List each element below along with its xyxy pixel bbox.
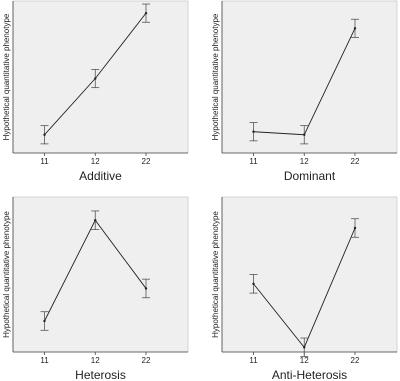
point [252,130,255,133]
point [43,319,46,323]
plot-area [12,196,189,353]
point [303,133,306,136]
y-axis-label: Hypothetical quantitative phenotype [2,211,11,338]
point [252,282,255,285]
plot-area [12,0,189,154]
point [303,346,306,349]
x-tick-label: 12 [91,157,100,166]
x-tick-label: 22 [351,356,360,365]
point [94,219,97,222]
plot-area [221,0,398,154]
plot-area [221,196,398,353]
y-axis-label: Hypothetical quantitative phenotype [211,13,220,140]
x-tick-label: 12 [300,157,309,166]
x-axis-label: Dominant [284,169,336,183]
x-axis-label: Anti-Heterosis [272,368,347,381]
x-axis-label: Heterosis [75,368,126,381]
x-tick-label: 12 [91,356,100,365]
x-axis-label: Additive [79,169,122,183]
point [353,226,357,230]
x-tick-label: 22 [351,157,360,166]
x-tick-label: 12 [300,356,309,365]
point [94,77,97,80]
y-axis-label: Hypothetical quantitative phenotype [2,13,11,140]
point [353,27,357,30]
x-tick-label: 11 [249,157,258,166]
x-tick-label: 11 [249,356,258,365]
y-axis-label: Hypothetical quantitative phenotype [211,211,220,338]
x-tick-label: 11 [40,356,49,365]
point [43,133,46,136]
point [144,11,148,15]
point [144,287,148,290]
x-tick-label: 22 [142,157,151,166]
x-tick-label: 22 [142,356,151,365]
x-tick-label: 11 [40,157,49,166]
